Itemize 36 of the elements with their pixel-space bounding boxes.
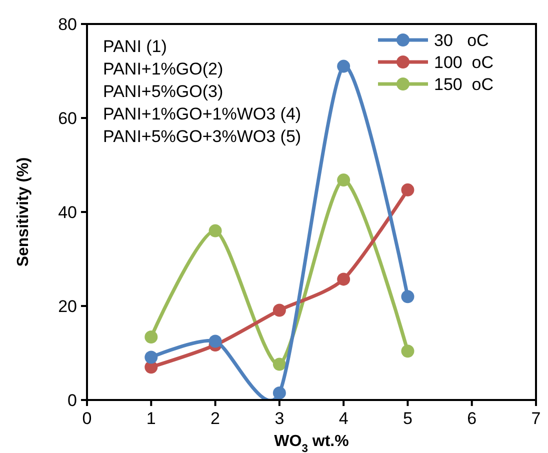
y-tick-label: 80 bbox=[58, 15, 77, 34]
y-tick-label: 60 bbox=[58, 109, 77, 128]
legend-label: 100 oC bbox=[434, 53, 494, 72]
annotation: PANI+1%GO(2) bbox=[103, 60, 224, 78]
point bbox=[144, 350, 158, 364]
x-tick-label: 1 bbox=[146, 409, 156, 428]
y-tick-label: 20 bbox=[58, 297, 77, 316]
point bbox=[337, 174, 350, 187]
point bbox=[272, 386, 286, 400]
point bbox=[337, 272, 350, 286]
y-tick-label: 0 bbox=[68, 391, 77, 410]
x-tick-label: 7 bbox=[531, 409, 541, 428]
y-axis-title: Sensitivity (%) bbox=[15, 157, 32, 267]
point bbox=[401, 344, 414, 358]
x-tick-label: 2 bbox=[210, 409, 220, 428]
point bbox=[208, 224, 222, 238]
point bbox=[208, 334, 222, 348]
point bbox=[337, 60, 350, 73]
x-tick-label: 3 bbox=[274, 409, 284, 428]
y-tick-label: 40 bbox=[58, 203, 77, 222]
annotation: PANI (1) bbox=[103, 37, 167, 56]
legend-label: 30 oC bbox=[434, 31, 489, 50]
x-tick-label: 0 bbox=[82, 409, 92, 428]
legend-label: 150 oC bbox=[434, 75, 494, 94]
point bbox=[401, 183, 414, 196]
x-tick-label: 5 bbox=[402, 409, 412, 428]
point bbox=[272, 358, 286, 371]
annotation: PANI+5%GO(3) bbox=[103, 82, 224, 101]
point bbox=[401, 290, 414, 304]
annotation: PANI+5%GO+3%WO3 (5) bbox=[103, 127, 302, 146]
x-axis-title: WO$_{3}$ wt.% bbox=[274, 433, 349, 453]
x-tick-label: 4 bbox=[338, 409, 348, 428]
x-tick-label: 6 bbox=[467, 409, 477, 428]
point bbox=[272, 304, 286, 317]
point bbox=[144, 330, 158, 344]
annotation: PANI+1%GO+1%WO3 (4) bbox=[103, 104, 302, 124]
